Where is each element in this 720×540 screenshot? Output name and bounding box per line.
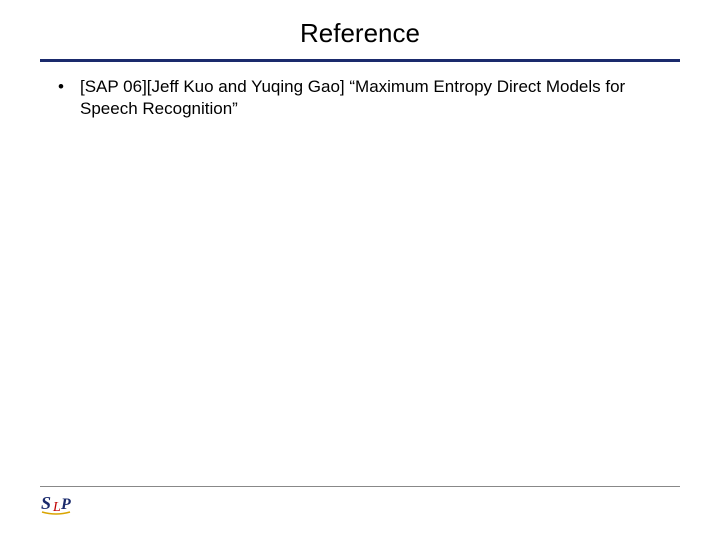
page-title: Reference	[40, 18, 680, 49]
slp-logo-icon: S L P	[40, 491, 80, 517]
svg-text:P: P	[60, 496, 71, 513]
bullet-list: [SAP 06][Jeff Kuo and Yuqing Gao] “Maxim…	[40, 76, 680, 120]
footer: S L P	[0, 486, 720, 522]
bullet-item: [SAP 06][Jeff Kuo and Yuqing Gao] “Maxim…	[58, 76, 680, 120]
svg-text:S: S	[41, 493, 51, 513]
slide: Reference [SAP 06][Jeff Kuo and Yuqing G…	[0, 0, 720, 540]
footer-divider	[40, 486, 680, 487]
svg-text:L: L	[52, 500, 61, 515]
title-divider	[40, 59, 680, 62]
